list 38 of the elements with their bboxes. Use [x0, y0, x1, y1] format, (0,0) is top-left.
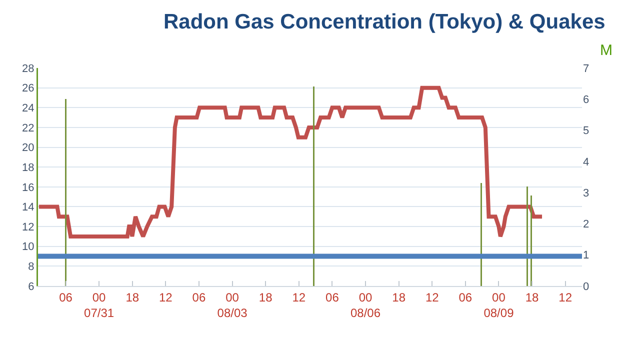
x-tick-label: 06 — [192, 290, 206, 304]
y-tick-label: 12 — [22, 221, 34, 234]
y2-tick-label: 2 — [583, 218, 590, 231]
x-tick-label: 00 08/06 — [350, 290, 381, 320]
y2-tick-label: 6 — [583, 94, 590, 106]
x-tick-label: 06 — [59, 290, 73, 304]
chart-title: Radon Gas Concentration (Tokyo) & Quakes — [163, 10, 606, 34]
x-tick-label: 06 — [458, 290, 472, 304]
y2-tick-label: 1 — [583, 250, 590, 262]
y-tick-label: 20 — [22, 142, 34, 154]
y-tick-label: 14 — [22, 202, 34, 214]
y-tick-label: 26 — [22, 82, 34, 95]
y2-tick-label: 3 — [583, 187, 590, 200]
x-tick-label: 18 — [126, 290, 140, 304]
x-tick-label: 18 — [525, 290, 540, 304]
y2-tick-label: 7 — [583, 62, 590, 75]
x-tick-label: 18 — [258, 290, 273, 304]
y-tick-label: 18 — [22, 162, 34, 174]
x-tick-label: 00 07/31 — [84, 290, 114, 320]
x-tick-label: 12 — [425, 290, 440, 304]
x-tick-label: 18 — [392, 290, 406, 304]
y-tick-label: 22 — [22, 122, 34, 134]
y2-axis-title: M — [600, 42, 612, 59]
x-tick-label: 12 — [158, 290, 173, 304]
y2-tick-label: 5 — [583, 125, 590, 138]
y-tick-label: 24 — [22, 102, 34, 114]
x-tick-label: 12 — [292, 290, 306, 304]
y-tick-label: 16 — [22, 182, 34, 194]
x-tick-label: 00 08/03 — [217, 290, 248, 320]
y2-tick-label: 0 — [583, 280, 590, 293]
x-tick-label: 00 08/09 — [484, 290, 514, 320]
y-tick-label: 6 — [28, 280, 34, 293]
y-tick-label: 28 — [22, 62, 34, 75]
y-tick-label: 10 — [22, 241, 34, 254]
x-tick-label: 12 — [558, 290, 572, 304]
y-tick-label: 8 — [28, 261, 34, 274]
x-tick-label: 06 — [326, 290, 340, 304]
y2-tick-label: 4 — [583, 156, 590, 168]
